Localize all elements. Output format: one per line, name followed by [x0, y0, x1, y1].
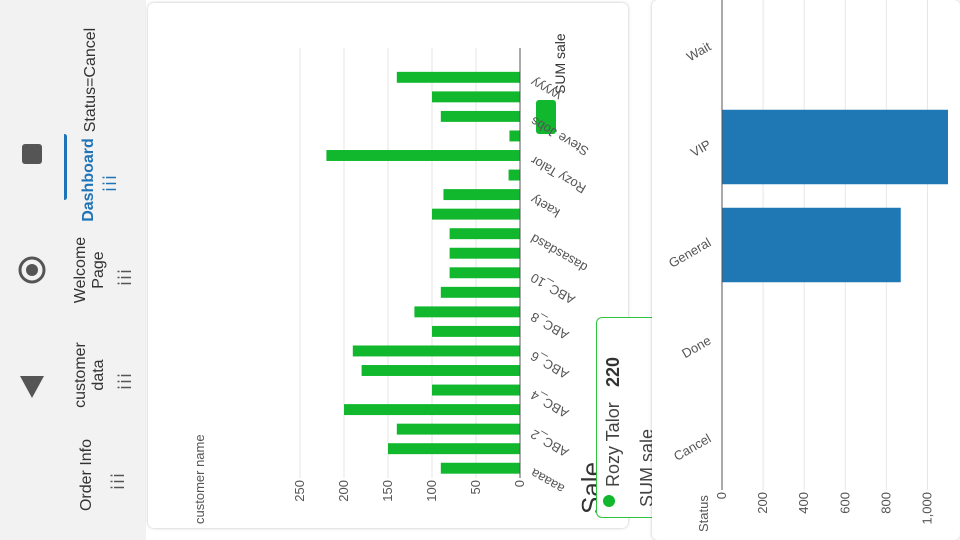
x-tick-label: dasasdasd	[528, 231, 590, 275]
nav-label-customer-data: customer data	[72, 342, 107, 408]
y-tick-label: 400	[796, 492, 811, 514]
x-tick-label: ABC_8	[528, 309, 571, 343]
x-tick-label: ABC_2	[528, 427, 571, 461]
list-icon: iii	[115, 371, 136, 390]
bar	[361, 365, 520, 376]
bar	[388, 443, 520, 455]
x-tick-label: aaaaa	[527, 465, 566, 496]
x-axis-title: customer name	[192, 434, 207, 524]
bar	[352, 345, 520, 357]
x-tick-label: Steve Jobs	[528, 114, 592, 159]
y-tick-label: 1,000	[919, 492, 934, 525]
nav-label-order-info: Order Info	[78, 438, 95, 512]
bar	[449, 247, 521, 259]
y-tick-label: 800	[878, 492, 893, 514]
bar	[396, 423, 520, 435]
system-navigation	[0, 0, 64, 540]
bar	[722, 207, 901, 283]
x-tick-label: VIP	[688, 137, 714, 160]
bar	[432, 91, 520, 103]
bar	[449, 228, 521, 240]
sale-bar-chart: 0 50 100 150 200 250 aaaaa ABC_2 ABC_4 ABC_6 ABC_8…	[292, 48, 592, 502]
x-tick-label: yyyyy	[528, 74, 564, 103]
bar	[432, 384, 520, 396]
bar	[443, 189, 520, 201]
circle-icon[interactable]	[18, 256, 51, 284]
bar	[326, 150, 520, 161]
y-tick-label: 200	[755, 492, 770, 514]
status-bar-chart: 0 200 400 600 800 1,000 Cancel Done General VIP Wa…	[666, 0, 948, 525]
y-tick-label: 0	[714, 492, 729, 499]
x-tick-label: General	[666, 235, 714, 271]
status-chart-card: 0 200 400 600 800 1,000 Cancel Done General VIP Wa…	[652, 0, 960, 540]
x-tick-label: Done	[679, 333, 713, 362]
x-tick-label: Rozy Talor	[527, 153, 588, 197]
list-icon: iii	[100, 173, 121, 192]
tooltip-category: Rozy Talor	[603, 402, 623, 487]
nav-label-welcome-page: Welcome Page	[72, 236, 107, 304]
square-icon[interactable]	[22, 144, 47, 164]
y-tick-label: 0	[512, 480, 527, 487]
triangle-icon[interactable]	[20, 374, 49, 398]
bar	[449, 267, 521, 279]
y-tick-label: 150	[380, 480, 395, 502]
sale-chart-card: Sale SUM sale 0 50 100 150 200 250 aaaaa ABC_2 A…	[148, 3, 680, 528]
x-tick-label: Cancel	[671, 431, 714, 464]
y-tick-label: 200	[336, 480, 351, 502]
bar	[508, 169, 520, 181]
x-tick-label: Wait	[684, 38, 714, 64]
bar	[432, 208, 520, 220]
tooltip-dot	[603, 495, 615, 507]
tooltip-value: 220	[603, 356, 623, 387]
y-tick-label: 600	[837, 492, 852, 514]
bar	[396, 71, 520, 83]
list-icon: iii	[108, 471, 129, 490]
bar	[440, 462, 520, 474]
bar	[440, 110, 520, 122]
y-tick-label: 50	[468, 480, 483, 494]
bar	[414, 306, 520, 318]
nav-label-dashboard: Dashboard	[80, 138, 97, 222]
x-tick-label: ABC_6	[528, 348, 571, 382]
x-tick-label: kaety	[528, 192, 563, 221]
bar	[509, 130, 521, 142]
status-x-axis-title: Status	[696, 495, 711, 532]
bar	[722, 109, 948, 185]
bar	[432, 325, 520, 337]
y-tick-label: 250	[292, 480, 307, 502]
bar	[344, 404, 520, 416]
bar	[440, 286, 520, 298]
x-tick-label: ABC_4	[528, 387, 571, 421]
list-icon: iii	[115, 267, 136, 286]
x-tick-label: ABC_10	[528, 270, 577, 307]
y-tick-label: 100	[424, 480, 439, 502]
